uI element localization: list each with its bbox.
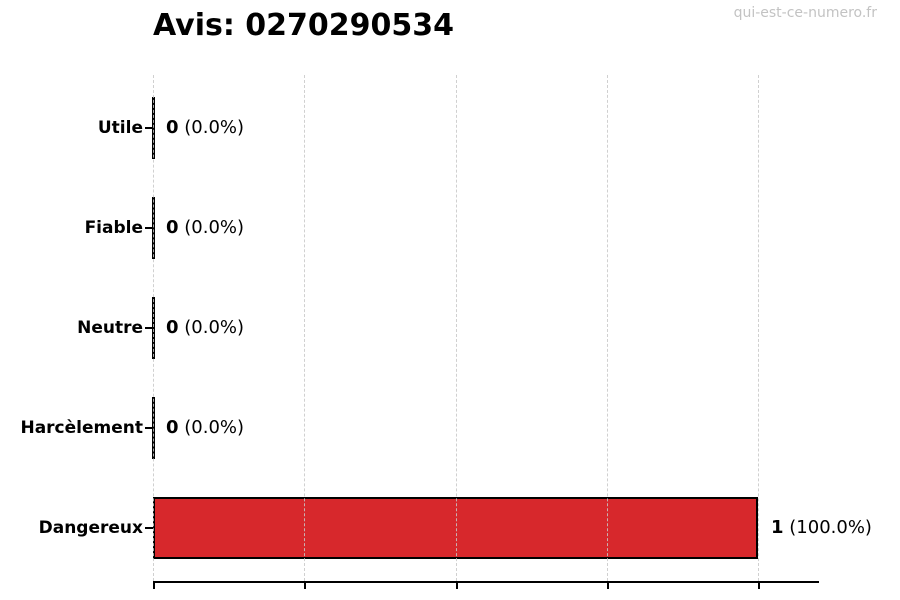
value-percent-fiable: (0.0%) xyxy=(184,217,245,238)
value-label-neutre: 0 (0.0%) xyxy=(166,316,244,340)
value-count-fiable: 0 xyxy=(166,217,179,238)
plot-area xyxy=(152,75,818,581)
bar-dangereux xyxy=(153,497,758,559)
gridline-x-0.75 xyxy=(607,75,608,581)
gridline-x-1 xyxy=(758,75,759,581)
value-percent-neutre: (0.0%) xyxy=(184,317,245,338)
category-label-fiable: Fiable xyxy=(84,218,143,238)
x-axis-line xyxy=(153,581,819,583)
category-label-dangereux: Dangereux xyxy=(38,518,143,538)
x-tick-0.75 xyxy=(607,581,609,589)
value-label-dangereux: 1 (100.0%) xyxy=(771,516,872,540)
y-tick-dangereux xyxy=(145,527,153,529)
value-percent-dangereux: (100.0%) xyxy=(789,517,872,538)
category-label-harcelement: Harcèlement xyxy=(20,418,143,438)
x-tick-0 xyxy=(153,581,155,589)
value-count-dangereux: 1 xyxy=(771,517,784,538)
y-tick-harcelement xyxy=(145,427,153,429)
y-tick-utile xyxy=(145,127,153,129)
x-tick-0.25 xyxy=(304,581,306,589)
y-tick-fiable xyxy=(145,227,153,229)
x-tick-1 xyxy=(758,581,760,589)
value-label-utile: 0 (0.0%) xyxy=(166,116,244,140)
value-count-neutre: 0 xyxy=(166,317,179,338)
category-label-utile: Utile xyxy=(97,118,143,138)
value-count-harcelement: 0 xyxy=(166,417,179,438)
gridline-x-0.5 xyxy=(456,75,457,581)
value-percent-harcelement: (0.0%) xyxy=(184,417,245,438)
value-count-utile: 0 xyxy=(166,117,179,138)
y-tick-neutre xyxy=(145,327,153,329)
gridline-x-0.25 xyxy=(304,75,305,581)
category-label-neutre: Neutre xyxy=(77,318,143,338)
chart-title: Avis: 0270290534 xyxy=(153,8,455,43)
gridline-x-0 xyxy=(153,75,154,581)
value-percent-utile: (0.0%) xyxy=(184,117,245,138)
x-tick-0.5 xyxy=(456,581,458,589)
value-label-fiable: 0 (0.0%) xyxy=(166,216,244,240)
value-label-harcelement: 0 (0.0%) xyxy=(166,416,244,440)
watermark-text: qui-est-ce-numero.fr xyxy=(733,5,877,21)
